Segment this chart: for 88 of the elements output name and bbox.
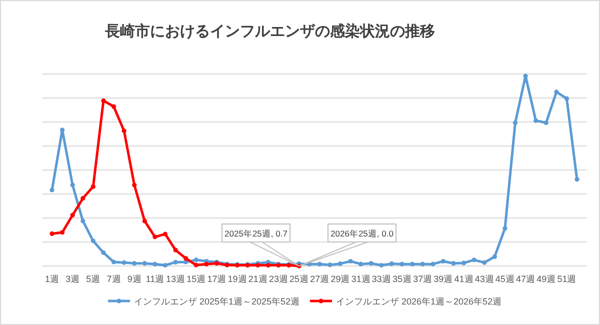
chart-title: 長崎市におけるインフルエンザの感染状況の推移	[104, 22, 435, 40]
point	[368, 261, 374, 266]
point	[101, 98, 106, 103]
x-tick-label: 5週	[86, 274, 100, 284]
point	[142, 218, 147, 224]
x-tick-label: 3週	[66, 274, 80, 284]
point	[502, 226, 508, 231]
x-tick-label: 13週	[166, 274, 186, 284]
x-tick-label: 17週	[207, 274, 226, 284]
x-tick-label: 21週	[248, 274, 268, 284]
point	[80, 218, 86, 224]
point	[132, 261, 137, 266]
point	[420, 262, 425, 266]
x-tick-label: 11週	[146, 274, 164, 284]
x-tick-label: 29週	[330, 274, 350, 284]
x-tick-label: 7週	[106, 274, 121, 284]
point	[184, 256, 188, 261]
x-tick-label: 47週	[516, 274, 536, 284]
point	[389, 261, 394, 266]
x-tick-label: 1週	[44, 274, 60, 284]
point	[152, 262, 158, 266]
point	[90, 184, 96, 189]
point	[122, 128, 126, 134]
x-tick-label: 27週	[310, 274, 330, 284]
point	[142, 261, 147, 266]
point	[194, 258, 198, 262]
point	[70, 212, 75, 218]
point	[173, 260, 178, 264]
point	[194, 262, 198, 268]
x-tick-label: 23週	[268, 274, 288, 284]
annotation: 2026年25週, 0.0	[330, 228, 394, 238]
point	[70, 182, 75, 188]
point	[122, 260, 126, 265]
x-tick-label: 45週	[495, 274, 514, 284]
point	[544, 120, 548, 126]
point	[451, 261, 456, 266]
point	[111, 260, 116, 264]
point	[430, 262, 436, 266]
x-tick-label: 39週	[434, 274, 453, 284]
x-tick-label: 35週	[392, 274, 412, 284]
point	[492, 254, 497, 259]
point	[152, 234, 158, 240]
point	[554, 90, 559, 94]
x-tick-label: 33週	[372, 274, 391, 284]
x-tick-label: 49週	[536, 274, 556, 284]
x-tick-label: 51週	[557, 274, 576, 284]
annotation: 2025年25週, 0.7	[224, 228, 288, 238]
point	[50, 188, 54, 192]
point	[482, 260, 487, 265]
point	[564, 96, 570, 101]
point	[90, 238, 96, 244]
point	[379, 262, 384, 268]
point	[338, 261, 343, 266]
x-tick-label: 31週	[351, 274, 370, 284]
point	[410, 262, 415, 266]
point	[317, 262, 322, 266]
point	[50, 231, 54, 236]
point	[101, 250, 106, 255]
point	[461, 260, 466, 266]
x-tick-label: 41週	[454, 274, 474, 284]
point	[173, 248, 178, 252]
point	[512, 120, 518, 126]
point	[348, 258, 353, 264]
point	[80, 196, 86, 201]
x-tick-label: 15週	[186, 274, 206, 284]
point	[534, 118, 538, 123]
point	[204, 262, 209, 266]
point	[60, 230, 65, 235]
point	[162, 262, 168, 268]
point	[574, 177, 580, 182]
point	[523, 74, 528, 78]
point	[358, 262, 364, 266]
point	[266, 262, 270, 268]
x-tick-label: 25週	[290, 274, 309, 284]
x-tick-label: 9週	[127, 274, 142, 284]
point	[400, 262, 404, 266]
point	[440, 258, 446, 264]
point	[132, 182, 137, 188]
point	[328, 262, 332, 268]
point	[60, 128, 65, 132]
x-tick-label: 19週	[228, 274, 247, 284]
point	[162, 232, 168, 236]
point	[111, 104, 116, 109]
x-tick-label: 37週	[413, 274, 432, 284]
legend-label: インフルエンザ 2026年1週～2026年52週	[336, 296, 502, 306]
point	[472, 258, 476, 262]
x-tick-label: 43週	[474, 274, 494, 284]
legend-label: インフルエンザ 2025年1週～2025年52週	[134, 296, 300, 306]
